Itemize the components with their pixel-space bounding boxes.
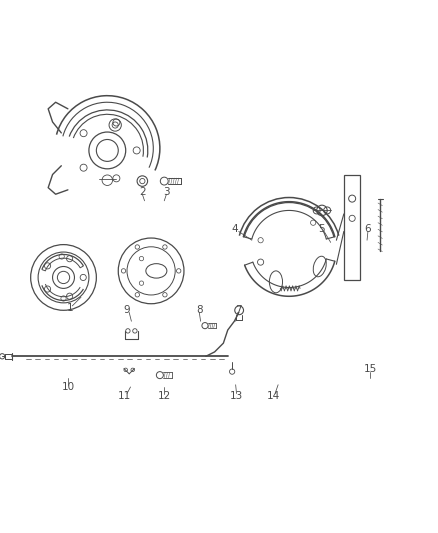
Text: 14: 14: [267, 391, 280, 401]
Text: 5: 5: [318, 224, 325, 235]
Text: 9: 9: [124, 305, 131, 316]
Text: 12: 12: [158, 391, 171, 401]
Text: 2: 2: [139, 187, 146, 197]
Text: 10: 10: [61, 382, 74, 392]
Text: 7: 7: [235, 305, 242, 316]
Bar: [344, 174, 360, 280]
Text: 1: 1: [67, 303, 74, 313]
Text: 11: 11: [118, 391, 131, 401]
Text: 6: 6: [364, 224, 371, 235]
Text: 4: 4: [231, 224, 238, 235]
Text: 13: 13: [230, 391, 243, 401]
Text: 8: 8: [196, 305, 203, 316]
Text: 15: 15: [364, 365, 377, 374]
Text: 3: 3: [163, 187, 170, 197]
